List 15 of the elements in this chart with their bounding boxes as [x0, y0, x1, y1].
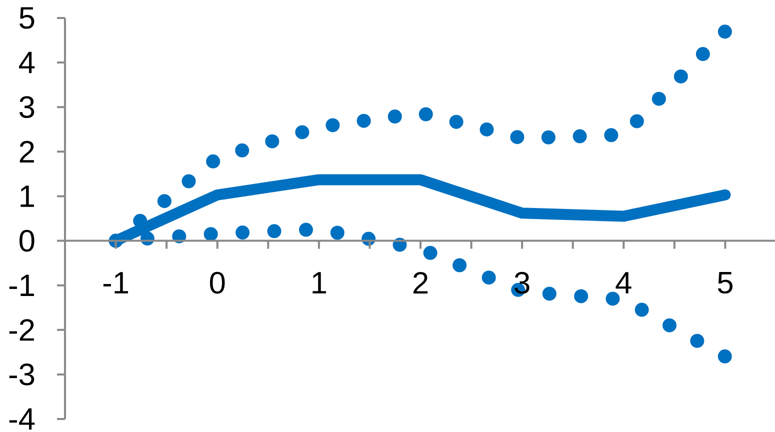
x-tick-label: 2: [413, 272, 428, 294]
y-tick-label: 2: [20, 140, 34, 162]
y-tick-label: 0: [20, 230, 34, 252]
y-tick-label: -3: [9, 364, 34, 386]
x-tick-label: 1: [312, 272, 326, 294]
x-tick-label: 4: [616, 272, 632, 294]
y-tick-label: -2: [9, 319, 34, 341]
y-tick-label: 5: [20, 7, 34, 29]
y-tick-label: 4: [19, 52, 35, 74]
x-tick-label: 5: [718, 272, 733, 294]
y-tick-label: 3: [19, 96, 34, 118]
x-tick-label: -1: [103, 272, 128, 294]
y-tick-label: 1: [20, 186, 34, 207]
x-tick-label: 0: [210, 272, 225, 294]
y-tick-label: -4: [9, 408, 35, 430]
